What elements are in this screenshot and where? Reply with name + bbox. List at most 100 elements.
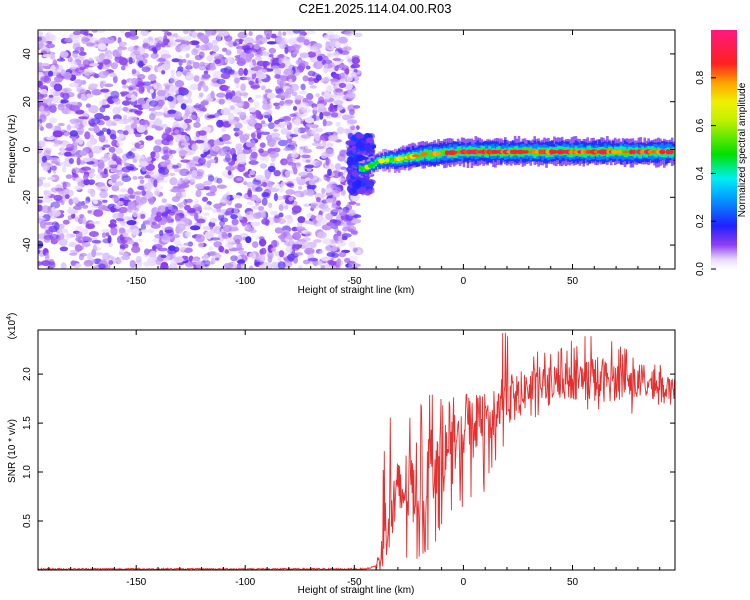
heatmap-noise-cell [234,77,240,84]
heatmap-noise-cell [356,202,361,206]
heatmap-noise-cell [106,166,111,170]
heatmap-noise-cell [156,58,165,63]
heatmap-noise-cell [273,128,279,132]
heatmap-noise-cell [112,153,118,162]
heatmap-signal-band [360,168,364,171]
heatmap-noise-cell [298,186,303,190]
heatmap-noise-cell [105,232,110,237]
heatmap-noise-cell [89,168,96,173]
figure-title: C2E1.2025.114.04.00.R03 [298,1,452,16]
heatmap-noise-cell [98,204,108,211]
heatmap-noise-cell [212,52,220,57]
heatmap-noise-cell [74,185,83,190]
heatmap-signal-peak [453,150,458,154]
heatmap-noise-cell [330,246,338,252]
heatmap-noise-cell [202,180,213,186]
heatmap-noise-cell [139,160,149,167]
heatmap-noise-cell [225,92,233,101]
heatmap-noise-cell [248,31,253,37]
heatmap-noise-cell [196,218,206,224]
heatmap-noise-cell [305,123,314,127]
heatmap-noise-cell [305,243,310,248]
heatmap-noise-cell [160,254,167,259]
heatmap-signal-band [362,166,366,172]
heatmap-noise-cell [189,83,199,91]
heatmap-noise-cell [233,127,240,132]
heatmap-signal-peak [561,149,565,154]
heatmap-noise-cell [217,147,228,157]
heatmap-noise-cell [240,83,247,92]
heatmap-noise-cell [296,178,306,186]
heatmap-noise-cell [279,100,285,106]
heatmap-noise-cell [87,188,95,194]
heatmap-noise-cell [185,262,193,268]
heatmap-noise-cell [120,91,130,96]
snr-ylabel: SNR (10 * v/v) [7,419,18,483]
heatmap-noise-cell [279,92,289,99]
heatmap-noise-cell [284,170,290,177]
heatmap-noise-cell [209,217,218,223]
heatmap-noise-cell [315,93,320,97]
heatmap-noise-cell [264,114,269,119]
heatmap-noise-cell [189,40,200,46]
spectrogram-ytick-label: -40 [22,237,33,252]
heatmap-noise-cell [339,72,345,80]
heatmap-noise-cell [348,240,356,249]
heatmap-noise-cell [195,234,205,243]
heatmap-noise-cell [126,220,137,226]
heatmap-noise-cell [250,132,256,139]
heatmap-noise-cell [175,71,182,77]
heatmap-noise-cell [95,174,103,180]
heatmap-noise-cell [310,241,317,248]
heatmap-noise-cell [45,33,50,41]
heatmap-noise-cell [184,198,193,203]
heatmap-noise-cell [159,123,168,128]
heatmap-noise-cell [74,46,85,52]
colorbar-tick-label: 0.4 [695,166,706,180]
heatmap-noise-cell [321,187,326,194]
heatmap-transition-cell [345,140,356,146]
heatmap-noise-cell [133,119,143,124]
heatmap-noise-cell [306,93,314,101]
heatmap-noise-cell [111,139,118,147]
heatmap-noise-cell [144,248,150,256]
heatmap-noise-cell [306,249,312,255]
heatmap-noise-cell [213,241,222,248]
heatmap-noise-cell [119,188,128,193]
snr-ytick-label: 1.0 [22,465,33,479]
heatmap-signal-band [392,157,395,161]
heatmap-noise-cell [274,120,280,125]
heatmap-noise-cell [310,204,317,209]
heatmap-noise-cell [302,259,310,265]
heatmap-noise-cell [68,82,79,88]
heatmap-noise-cell [116,141,123,147]
heatmap-noise-cell [231,96,242,103]
heatmap-noise-cell [253,101,260,109]
heatmap-noise-cell [88,83,99,88]
heatmap-noise-cell [40,75,50,82]
heatmap-noise-cell [121,166,131,173]
heatmap-noise-cell [273,170,281,177]
heatmap-noise-cell [122,84,129,89]
heatmap-noise-cell [284,204,289,210]
heatmap-noise-cell [78,124,85,129]
heatmap-noise-cell [322,119,327,127]
heatmap-noise-cell [334,163,342,171]
heatmap-noise-cell [101,229,111,233]
heatmap-noise-cell [317,103,325,109]
heatmap-noise-cell [286,183,294,187]
heatmap-noise-cell [296,36,306,43]
heatmap-noise-cell [81,204,89,209]
heatmap-noise-cell [344,82,353,91]
heatmap-signal-band [627,150,631,156]
heatmap-noise-cell [274,214,281,219]
heatmap-noise-cell [267,122,275,130]
heatmap-noise-cell [148,107,156,112]
heatmap-noise-cell [191,169,198,178]
heatmap-noise-cell [208,246,214,251]
spectrogram-ytick-label: -20 [22,190,33,205]
heatmap-noise-cell [207,30,217,37]
heatmap-noise-cell [214,114,220,122]
heatmap-noise-cell [262,181,268,187]
heatmap-noise-cell [168,149,177,154]
